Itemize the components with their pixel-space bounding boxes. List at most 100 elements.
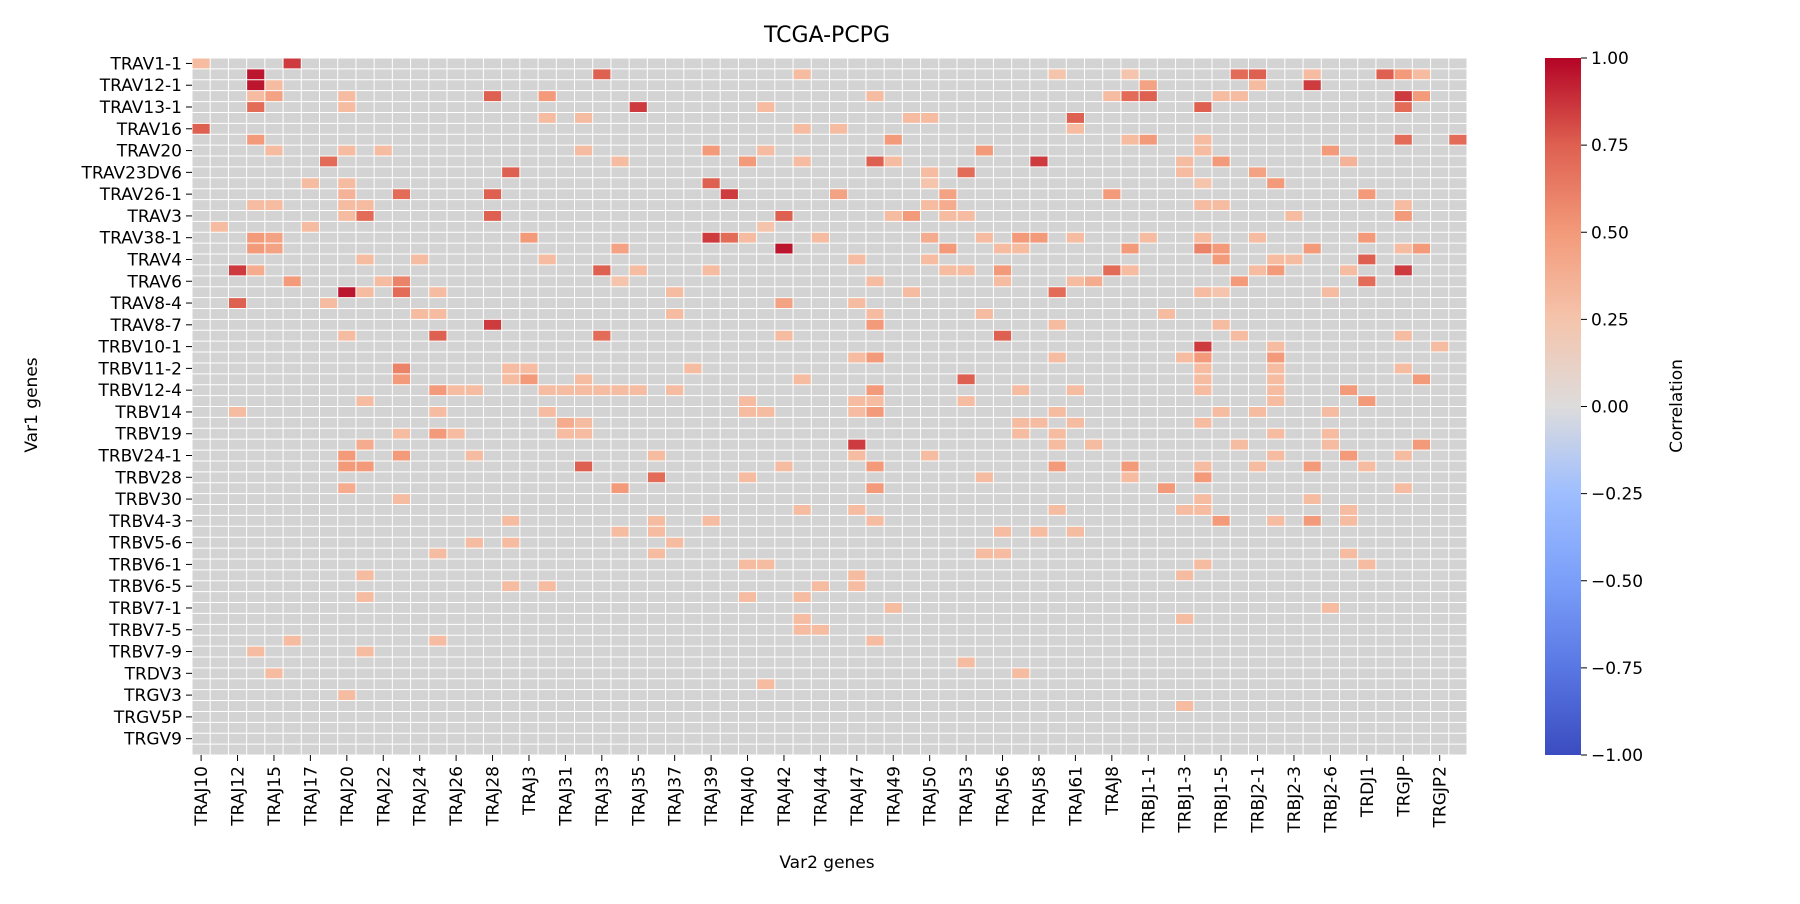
heatmap-cell bbox=[1412, 90, 1431, 102]
heatmap-cell bbox=[1120, 243, 1140, 255]
heatmap-cell bbox=[1212, 199, 1231, 211]
y-tick-label: TRBV28 bbox=[114, 468, 182, 488]
heatmap-cell bbox=[1394, 68, 1413, 80]
heatmap-cell bbox=[1339, 548, 1358, 559]
y-tick-label: TRAV26-1 bbox=[99, 185, 182, 205]
heatmap-cell bbox=[1139, 79, 1158, 91]
heatmap-cell bbox=[902, 286, 921, 298]
heatmap-cell bbox=[1321, 602, 1340, 614]
heatmap-cell bbox=[392, 428, 411, 440]
heatmap-cell bbox=[1212, 243, 1231, 255]
heatmap-cell bbox=[993, 264, 1012, 276]
x-axis-label: Var2 genes bbox=[779, 853, 874, 873]
heatmap-cell bbox=[1175, 504, 1194, 516]
heatmap-cell bbox=[1193, 362, 1212, 374]
heatmap-cell bbox=[1357, 188, 1376, 200]
heatmap-cell bbox=[865, 482, 885, 494]
heatmap-cell bbox=[246, 68, 265, 80]
x-tick-label: TRAJ53 bbox=[957, 766, 977, 827]
heatmap-cell bbox=[957, 264, 976, 276]
heatmap-cell bbox=[920, 254, 939, 265]
heatmap-cell bbox=[228, 406, 247, 418]
heatmap-cell bbox=[993, 243, 1012, 255]
heatmap-cell bbox=[392, 373, 411, 385]
heatmap-cell bbox=[1193, 243, 1212, 255]
heatmap-cell bbox=[756, 558, 775, 570]
heatmap-cell bbox=[283, 58, 302, 69]
heatmap-cell bbox=[264, 199, 284, 211]
y-tick-label: TRBV10-1 bbox=[97, 338, 182, 358]
colorbar-tick-label: −0.50 bbox=[1591, 572, 1643, 592]
heatmap-cell bbox=[756, 145, 775, 157]
heatmap-cell bbox=[774, 330, 794, 342]
heatmap-cell bbox=[793, 373, 812, 385]
heatmap-cell bbox=[938, 199, 957, 211]
heatmap-cell bbox=[1193, 341, 1212, 353]
heatmap-cell bbox=[556, 384, 575, 396]
heatmap-cell bbox=[665, 308, 684, 320]
heatmap-cell bbox=[1011, 243, 1030, 255]
heatmap-cell bbox=[629, 264, 648, 276]
heatmap-cell bbox=[938, 243, 957, 255]
heatmap-cell bbox=[1193, 384, 1212, 396]
heatmap-cell bbox=[1357, 254, 1376, 265]
x-tick-label: TRAJ12 bbox=[229, 766, 249, 827]
heatmap-cell bbox=[1375, 68, 1395, 80]
heatmap-cell bbox=[1120, 134, 1140, 146]
y-tick-label: TRAV23DV6 bbox=[80, 163, 182, 183]
heatmap-cell bbox=[465, 450, 484, 461]
heatmap-cell bbox=[355, 569, 375, 581]
heatmap-cell bbox=[610, 482, 630, 494]
x-tick-label: TRAJ10 bbox=[192, 766, 212, 827]
heatmap-cell bbox=[957, 656, 976, 668]
x-tick-label: TRAJ22 bbox=[374, 766, 394, 827]
heatmap-cell bbox=[738, 156, 757, 167]
heatmap-cell bbox=[1357, 460, 1376, 472]
heatmap-cell bbox=[355, 395, 375, 407]
heatmap-cell bbox=[1212, 254, 1231, 265]
heatmap-cell bbox=[865, 635, 885, 647]
heatmap-cell bbox=[738, 558, 757, 570]
heatmap-cell bbox=[847, 504, 866, 516]
x-tick-label: TRBJ1-3 bbox=[1176, 766, 1196, 834]
heatmap-cell bbox=[1339, 450, 1358, 461]
heatmap-cell bbox=[865, 384, 885, 396]
heatmap-cell bbox=[1266, 395, 1285, 407]
heatmap-cell bbox=[975, 548, 994, 559]
heatmap-cell bbox=[592, 68, 611, 80]
heatmap-cell bbox=[1339, 504, 1358, 516]
heatmap-cell bbox=[337, 330, 356, 342]
y-tick-label: TRAV4 bbox=[127, 250, 183, 270]
heatmap-cell bbox=[1193, 199, 1212, 211]
heatmap-cell bbox=[610, 243, 630, 255]
heatmap-cell bbox=[337, 101, 356, 113]
heatmap-cell bbox=[1011, 417, 1030, 429]
heatmap-cell bbox=[847, 406, 866, 418]
heatmap-cell bbox=[847, 450, 866, 461]
heatmap-cell bbox=[1048, 286, 1067, 298]
heatmap-cell bbox=[1139, 90, 1158, 102]
x-tick-label: TRAJ8 bbox=[1103, 766, 1123, 816]
heatmap-cell bbox=[647, 548, 666, 559]
x-tick-label: TRAJ15 bbox=[265, 766, 285, 827]
x-tick-label: TRAJ61 bbox=[1066, 766, 1086, 827]
heatmap-cell bbox=[1193, 286, 1212, 298]
heatmap-cell bbox=[665, 537, 684, 549]
heatmap-cell bbox=[647, 526, 666, 538]
heatmap-cell bbox=[865, 156, 885, 167]
y-tick-label: TRBV6-1 bbox=[108, 555, 182, 575]
heatmap-cell bbox=[793, 591, 812, 603]
y-tick-label: TRBV24-1 bbox=[97, 447, 182, 467]
heatmap-cell bbox=[1448, 134, 1467, 146]
heatmap-cell bbox=[1029, 417, 1049, 429]
heatmap-cell bbox=[1266, 352, 1285, 363]
heatmap-cell bbox=[337, 199, 356, 211]
heatmap-cell bbox=[1321, 406, 1340, 418]
heatmap-cell bbox=[793, 504, 812, 516]
heatmap-cell bbox=[1266, 384, 1285, 396]
heatmap-cell bbox=[355, 199, 375, 211]
heatmap-cell bbox=[975, 471, 994, 483]
heatmap-cell bbox=[774, 243, 794, 255]
heatmap-cell bbox=[1084, 275, 1103, 287]
heatmap-cell bbox=[519, 362, 539, 374]
